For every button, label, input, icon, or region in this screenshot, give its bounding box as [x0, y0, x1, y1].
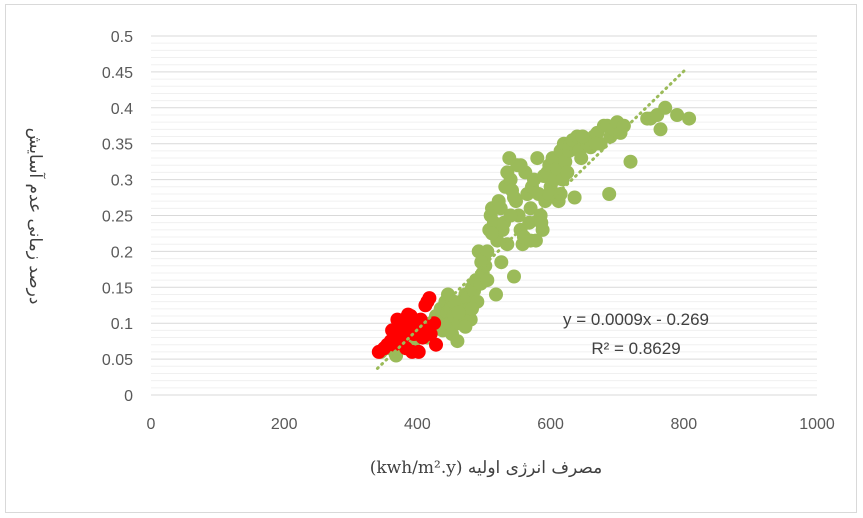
y-tick-label: 0.3 — [111, 173, 133, 190]
y-tick-label: 0.5 — [111, 29, 133, 46]
y-tick-label: 0.15 — [102, 280, 133, 297]
data-point-green — [670, 108, 685, 122]
x-axis-title: مصرف انرژی اولیه (kwh/m².y) — [370, 458, 603, 478]
y-tick-label: 0.45 — [102, 65, 133, 82]
data-point-green — [567, 190, 582, 205]
y-tick-label: 0.35 — [102, 137, 133, 154]
data-point-green — [507, 269, 521, 284]
y-tick-label: 0.4 — [111, 101, 133, 118]
data-point-green — [480, 273, 495, 288]
data-point-green — [465, 301, 479, 316]
data-point-red — [422, 291, 437, 306]
data-point-green — [458, 319, 473, 334]
data-point-green — [507, 190, 521, 205]
x-tick-labels: 0 200 400 600 800 1000 — [147, 416, 835, 433]
data-point-green — [389, 348, 404, 363]
y-tick-label: 0.1 — [111, 316, 133, 333]
data-point-green — [451, 305, 466, 320]
y-axis-title: درصد زمانی عدم آسایش — [25, 128, 47, 305]
data-point-green — [530, 151, 545, 166]
data-point-red — [401, 307, 416, 322]
data-point-green — [480, 244, 495, 259]
y-tick-labels: 0 0.05 0.1 0.15 0.2 0.25 0.3 0.35 0.4 0.45 0.5 — [102, 29, 133, 405]
data-point-green — [653, 122, 668, 137]
trendline-equation: y = 0.0009x - 0.269 — [563, 310, 709, 329]
data-point-green — [485, 226, 499, 241]
y-tick-label: 0.25 — [102, 209, 133, 226]
data-point-green — [534, 215, 549, 230]
data-point-green — [682, 111, 697, 126]
data-point-green — [474, 255, 489, 270]
y-tick-label: 0.2 — [111, 244, 133, 261]
data-point-green — [575, 129, 590, 144]
data-point-green — [503, 172, 518, 187]
data-point-green — [493, 201, 508, 216]
data-point-red — [423, 327, 438, 341]
data-point-green — [553, 187, 568, 201]
gridlines — [151, 35, 817, 389]
data-point-green — [494, 255, 509, 270]
trendline — [375, 67, 688, 370]
series-green-points — [373, 100, 697, 363]
data-point-green — [616, 118, 631, 133]
data-point-green — [513, 158, 528, 173]
data-point-green — [450, 334, 465, 349]
x-tick-label: 400 — [404, 416, 431, 433]
series-red-points — [371, 291, 443, 359]
x-tick-label: 200 — [271, 416, 298, 433]
data-point-green — [658, 100, 673, 115]
x-tick-label: 0 — [147, 416, 156, 433]
data-point-green — [602, 187, 617, 201]
x-tick-label: 800 — [670, 416, 697, 433]
data-point-green — [560, 165, 575, 180]
data-point-green — [489, 287, 503, 302]
x-tick-label: 600 — [537, 416, 564, 433]
data-point-red — [390, 312, 405, 327]
y-tick-label: 0.05 — [102, 352, 133, 369]
x-tick-label: 1000 — [799, 416, 835, 433]
data-point-red — [427, 316, 442, 331]
trendline-r-squared: R² = 0.8629 — [591, 339, 680, 358]
data-point-green — [623, 154, 638, 169]
data-point-green — [523, 201, 538, 216]
data-point-red — [429, 337, 443, 352]
data-point-red — [411, 344, 426, 359]
data-point-green — [503, 208, 518, 223]
trendline-line — [375, 67, 688, 370]
data-point-green — [588, 136, 603, 151]
data-point-green — [558, 154, 573, 169]
y-tick-label: 0 — [124, 388, 133, 405]
data-point-green — [441, 287, 455, 302]
data-point-green — [574, 151, 589, 166]
data-point-green — [523, 233, 538, 248]
